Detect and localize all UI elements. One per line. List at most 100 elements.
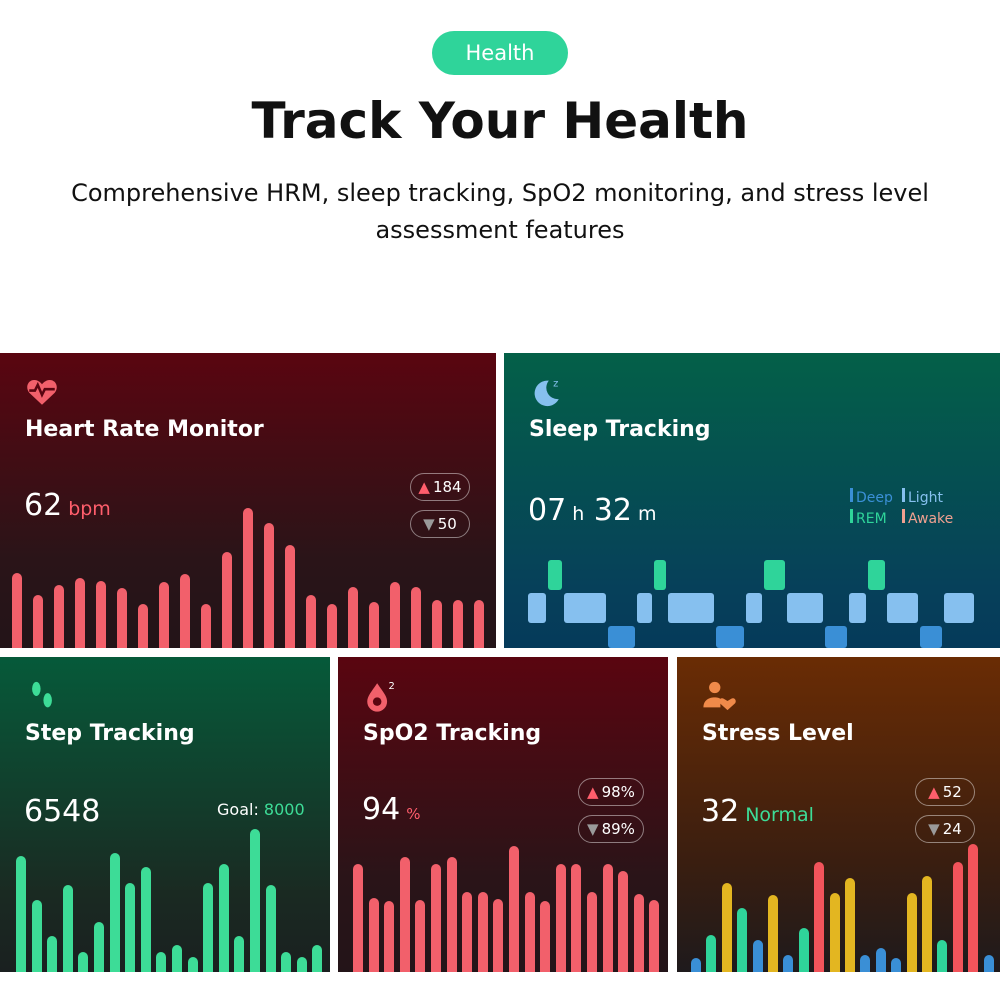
stress-status: Normal <box>745 804 814 826</box>
bar <box>312 945 323 972</box>
sleep-segment-light <box>887 593 918 623</box>
legend-item-awake: Awake <box>902 509 953 527</box>
heart-rate-value: 62 bpm <box>24 488 111 523</box>
sleep-segment-light <box>564 593 606 623</box>
bar <box>187 957 198 972</box>
panel-title: Sleep Tracking <box>529 417 711 442</box>
bar <box>243 508 253 648</box>
legend-swatch <box>850 488 853 502</box>
max-pill: ▲ 52 <box>915 778 975 806</box>
bar <box>399 857 410 972</box>
bar <box>524 892 535 972</box>
min-pill: ▼ 24 <box>915 815 975 843</box>
bar <box>968 844 979 972</box>
bar <box>281 952 292 972</box>
minutes: 32 <box>593 493 632 528</box>
bar <box>462 892 473 972</box>
min-value: 89% <box>601 820 635 838</box>
category-badge: Health <box>432 31 568 75</box>
max-value: 98% <box>601 783 635 801</box>
bar <box>768 895 778 972</box>
bar <box>706 935 717 972</box>
panel-title: Heart Rate Monitor <box>25 417 264 442</box>
bar <box>94 922 104 972</box>
bar <box>234 936 245 972</box>
sleep-segment-deep <box>825 626 847 648</box>
bar <box>47 936 58 972</box>
bar <box>783 955 794 972</box>
bar <box>431 864 441 972</box>
step-count: 6548 <box>24 794 101 829</box>
step-goal: Goal: 8000 <box>217 800 305 819</box>
down-triangle-icon: ▼ <box>928 820 940 838</box>
heart-pulse-icon <box>27 379 57 405</box>
bar <box>571 864 582 972</box>
bar <box>952 862 963 972</box>
bar <box>218 864 229 972</box>
sleep-segment-rem <box>548 560 562 590</box>
bar <box>891 958 902 972</box>
up-triangle-icon: ▲ <box>418 478 430 496</box>
min-pill: ▼ 50 <box>410 510 470 538</box>
sleep-segment-light <box>746 593 762 623</box>
sleep-segment-deep <box>716 626 744 648</box>
panel-title: Step Tracking <box>25 721 195 746</box>
bar <box>446 857 457 972</box>
max-pill: ▲ 184 <box>410 473 470 501</box>
bar <box>62 885 73 972</box>
bar <box>411 587 421 648</box>
bar <box>477 892 488 972</box>
bar <box>829 893 840 972</box>
bar <box>737 908 748 972</box>
step-panel: Step Tracking 6548 Goal: 8000 <box>0 657 330 972</box>
unit: % <box>406 805 421 823</box>
max-value: 184 <box>432 478 462 496</box>
bar <box>54 585 64 648</box>
bar <box>201 604 211 648</box>
bar <box>78 952 89 972</box>
bar <box>368 898 379 972</box>
sleep-segment-light <box>787 593 823 623</box>
sleep-segment-light <box>944 593 974 623</box>
minutes-unit: m <box>637 503 657 525</box>
up-triangle-icon: ▲ <box>587 783 599 801</box>
bar <box>31 900 42 972</box>
min-pill: ▼ 89% <box>578 815 644 843</box>
person-heart-icon <box>703 681 736 711</box>
down-triangle-icon: ▼ <box>587 820 599 838</box>
stress-value: 32 Normal <box>701 794 814 829</box>
value: 62 <box>24 488 63 523</box>
legend-item-light: Light <box>902 488 943 506</box>
legend-swatch <box>902 509 905 523</box>
bar <box>96 581 106 648</box>
down-triangle-icon: ▼ <box>423 515 435 533</box>
legend-label: Light <box>908 490 943 506</box>
bar <box>33 595 43 648</box>
sleep-segment-light <box>637 593 652 623</box>
bar <box>306 595 316 648</box>
stress-panel: Stress Level 32 Normal ▲ 52 ▼ 24 <box>677 657 1000 972</box>
bar <box>353 864 363 972</box>
up-triangle-icon: ▲ <box>928 783 940 801</box>
sleep-segment-deep <box>608 626 635 648</box>
sleep-segment-rem <box>654 560 666 590</box>
max-value: 52 <box>942 783 962 801</box>
bar <box>180 574 190 648</box>
legend-item-rem: REM <box>850 509 887 527</box>
value: 94 <box>362 792 401 827</box>
bar <box>937 940 948 972</box>
bar <box>691 958 701 972</box>
svg-text:z: z <box>553 378 558 389</box>
bar <box>721 883 732 972</box>
sleep-segment-light <box>528 593 546 623</box>
bar <box>296 957 307 972</box>
value: 32 <box>701 794 740 829</box>
hours: 07 <box>528 493 567 528</box>
page-subtitle: Comprehensive HRM, sleep tracking, SpO2 … <box>71 179 929 244</box>
bar <box>327 604 337 648</box>
bar <box>138 604 148 648</box>
bar <box>633 894 644 972</box>
bar <box>983 955 994 972</box>
bar <box>509 846 519 972</box>
legend-item-deep: Deep <box>850 488 893 506</box>
